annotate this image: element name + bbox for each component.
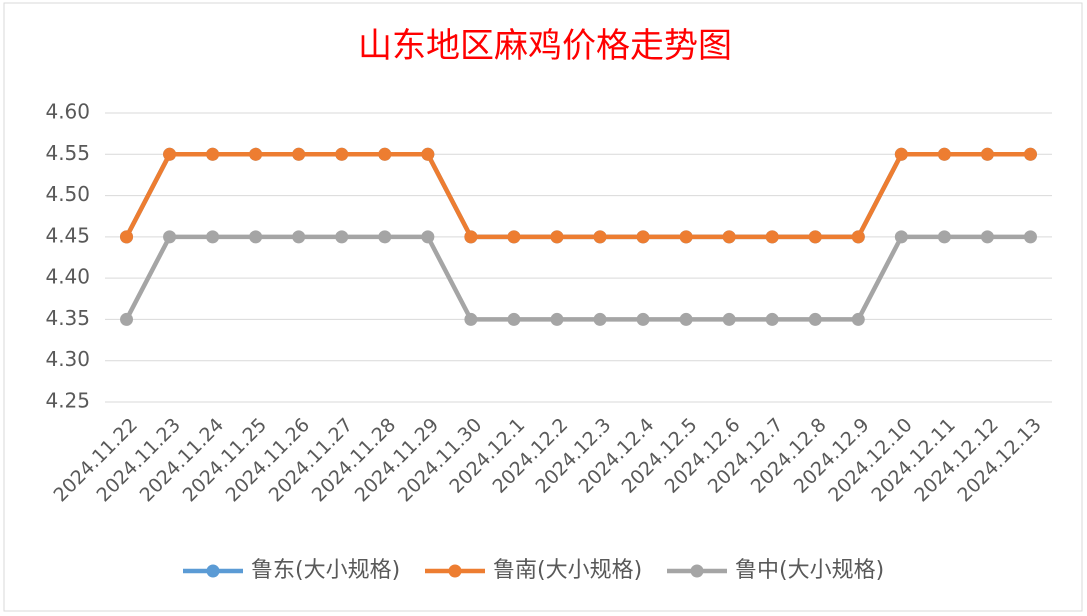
data-point — [120, 312, 134, 326]
data-point — [894, 147, 908, 161]
legend-marker — [448, 564, 462, 578]
data-point — [937, 147, 951, 161]
data-point — [593, 230, 607, 244]
legend-marker — [206, 564, 220, 578]
data-point — [636, 312, 650, 326]
legend-label: 鲁南(大小规格) — [493, 558, 642, 583]
data-point — [679, 312, 693, 326]
y-tick-label: 4.40 — [45, 265, 90, 289]
data-point — [894, 230, 908, 244]
data-point — [378, 230, 392, 244]
data-point — [292, 230, 306, 244]
data-point — [163, 147, 177, 161]
data-point — [206, 147, 220, 161]
data-point — [421, 147, 435, 161]
series-line — [124, 234, 1031, 322]
data-point — [120, 230, 134, 244]
data-point — [507, 312, 521, 326]
data-point — [249, 147, 263, 161]
data-point — [1023, 147, 1037, 161]
data-point — [679, 230, 693, 244]
y-tick-label: 4.35 — [45, 306, 90, 330]
data-point — [550, 312, 564, 326]
data-point — [980, 230, 994, 244]
legend-label: 鲁东(大小规格) — [251, 558, 400, 583]
y-tick-label: 4.25 — [45, 389, 90, 413]
data-point — [507, 230, 521, 244]
data-point — [163, 230, 177, 244]
data-point — [550, 230, 564, 244]
data-point — [1023, 230, 1037, 244]
chart-title: 山东地区麻鸡价格走势图 — [358, 26, 732, 66]
data-point — [335, 230, 349, 244]
data-point — [249, 230, 263, 244]
data-point — [421, 230, 435, 244]
y-tick-label: 4.50 — [45, 182, 90, 206]
y-tick-label: 4.55 — [45, 141, 90, 165]
data-point — [808, 312, 822, 326]
data-point — [292, 147, 306, 161]
y-tick-label: 4.45 — [45, 223, 90, 247]
chart-border — [3, 2, 1083, 612]
y-tick-label: 4.60 — [45, 100, 90, 124]
legend-label: 鲁中(大小规格) — [735, 558, 884, 583]
data-point — [851, 230, 865, 244]
y-tick-label: 4.30 — [45, 347, 90, 371]
data-point — [980, 147, 994, 161]
data-point — [765, 230, 779, 244]
data-point — [808, 230, 822, 244]
legend-marker — [690, 564, 704, 578]
data-point — [722, 312, 736, 326]
data-point — [378, 147, 392, 161]
data-point — [464, 312, 478, 326]
series-line — [124, 152, 1031, 240]
data-point — [937, 230, 951, 244]
data-point — [636, 230, 650, 244]
data-point — [464, 230, 478, 244]
data-point — [593, 312, 607, 326]
data-point — [851, 312, 865, 326]
data-point — [206, 230, 220, 244]
data-point — [722, 230, 736, 244]
data-point — [765, 312, 779, 326]
data-point — [335, 147, 349, 161]
